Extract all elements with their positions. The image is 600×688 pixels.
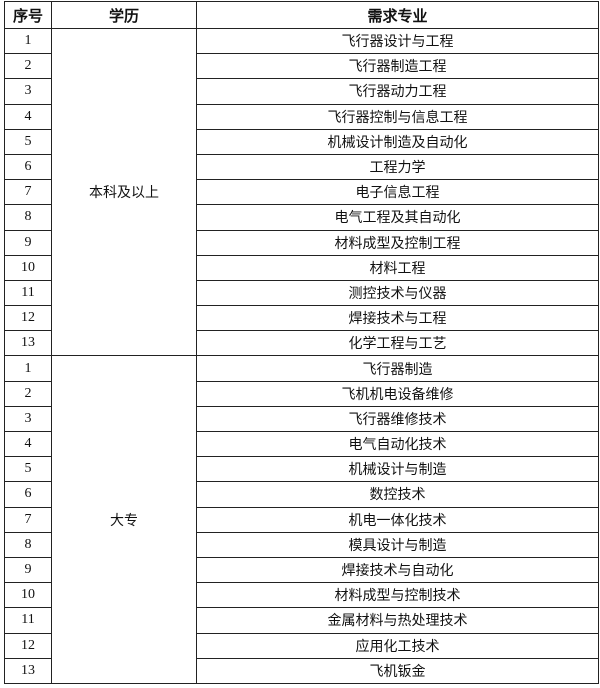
- row-index: 2: [4, 53, 52, 80]
- major-name: 飞行器制造: [196, 355, 599, 382]
- table-row: 4 飞行器控制与信息工程: [4, 103, 599, 130]
- table-row: 6 数控技术: [4, 481, 599, 508]
- table-row: 6 工程力学: [4, 153, 599, 181]
- row-index: 5: [4, 456, 52, 483]
- major-name: 飞行器制造工程: [196, 53, 599, 80]
- major-name: 飞行器动力工程: [196, 78, 599, 105]
- major-name: 应用化工技术: [196, 632, 599, 659]
- row-index: 4: [4, 430, 52, 458]
- header-major: 需求专业: [196, 1, 599, 29]
- table-row: 1 大专 飞行器制造: [4, 355, 599, 684]
- header-index: 序号: [4, 1, 52, 29]
- table-row: 12 焊接技术与工程: [4, 305, 599, 332]
- table-row: 8 电气工程及其自动化: [4, 204, 599, 231]
- major-name: 化学工程与工艺: [196, 330, 599, 357]
- row-index: 8: [4, 531, 52, 558]
- table-row: 9 焊接技术与自动化: [4, 556, 599, 584]
- row-index: 7: [4, 179, 52, 206]
- major-name: 材料成型与控制技术: [196, 582, 599, 609]
- row-index: 3: [4, 405, 52, 433]
- row-index: 9: [4, 556, 52, 584]
- row-index: 1: [4, 355, 52, 382]
- major-name: 材料成型及控制工程: [196, 229, 599, 256]
- table-row: 4 电气自动化技术: [4, 430, 599, 458]
- major-name: 飞行器设计与工程: [196, 27, 599, 55]
- row-index: 6: [4, 481, 52, 508]
- row-index: 10: [4, 254, 52, 281]
- table-row: 13 化学工程与工艺: [4, 330, 599, 357]
- major-name: 电气工程及其自动化: [196, 204, 599, 231]
- major-name: 测控技术与仪器: [196, 279, 599, 307]
- major-name: 模具设计与制造: [196, 531, 599, 558]
- major-name: 焊接技术与自动化: [196, 556, 599, 584]
- major-name: 飞机机电设备维修: [196, 380, 599, 407]
- major-name: 飞机钣金: [196, 657, 599, 684]
- row-index: 7: [4, 506, 52, 533]
- table-row: 5 机械设计制造及自动化: [4, 128, 599, 155]
- row-index: 6: [4, 153, 52, 181]
- table-row: 10 材料成型与控制技术: [4, 582, 599, 609]
- row-index: 8: [4, 204, 52, 231]
- row-index: 5: [4, 128, 52, 155]
- table-row: 3 飞行器动力工程: [4, 78, 599, 105]
- major-name: 飞行器维修技术: [196, 405, 599, 433]
- table-row: 8 模具设计与制造: [4, 531, 599, 558]
- row-index: 13: [4, 657, 52, 684]
- table-row: 13 飞机钣金: [4, 657, 599, 684]
- major-name: 电气自动化技术: [196, 430, 599, 458]
- header-row: 序号 学历 需求专业: [4, 1, 599, 29]
- major-name: 电子信息工程: [196, 179, 599, 206]
- table-row: 12 应用化工技术: [4, 632, 599, 659]
- major-name: 焊接技术与工程: [196, 305, 599, 332]
- table-row: 2 飞机机电设备维修: [4, 380, 599, 407]
- table-row: 7 电子信息工程: [4, 179, 599, 206]
- row-index: 12: [4, 632, 52, 659]
- table-row: 1 本科及以上 飞行器设计与工程: [4, 27, 599, 357]
- education-level: 大专: [51, 355, 197, 684]
- table-row: 7 机电一体化技术: [4, 506, 599, 533]
- row-index: 11: [4, 607, 52, 634]
- education-level: 本科及以上: [51, 27, 197, 357]
- major-name: 数控技术: [196, 481, 599, 508]
- row-index: 4: [4, 103, 52, 130]
- row-index: 9: [4, 229, 52, 256]
- table-row: 9 材料成型及控制工程: [4, 229, 599, 256]
- table-row: 11 金属材料与热处理技术: [4, 607, 599, 634]
- major-name: 机械设计与制造: [196, 456, 599, 483]
- row-index: 12: [4, 305, 52, 332]
- major-name: 机械设计制造及自动化: [196, 128, 599, 155]
- row-index: 1: [4, 27, 52, 55]
- table-row: 3 飞行器维修技术: [4, 405, 599, 433]
- row-index: 10: [4, 582, 52, 609]
- majors-table: 序号 学历 需求专业 1 本科及以上 飞行器设计与工程 2 飞行器制造工程 3 飞行器动力工…: [4, 1, 599, 684]
- row-index: 13: [4, 330, 52, 357]
- major-name: 机电一体化技术: [196, 506, 599, 533]
- major-name: 工程力学: [196, 153, 599, 181]
- row-index: 3: [4, 78, 52, 105]
- major-name: 金属材料与热处理技术: [196, 607, 599, 634]
- major-name: 飞行器控制与信息工程: [196, 103, 599, 130]
- row-index: 11: [4, 279, 52, 307]
- major-name: 材料工程: [196, 254, 599, 281]
- row-index: 2: [4, 380, 52, 407]
- header-education: 学历: [51, 1, 197, 29]
